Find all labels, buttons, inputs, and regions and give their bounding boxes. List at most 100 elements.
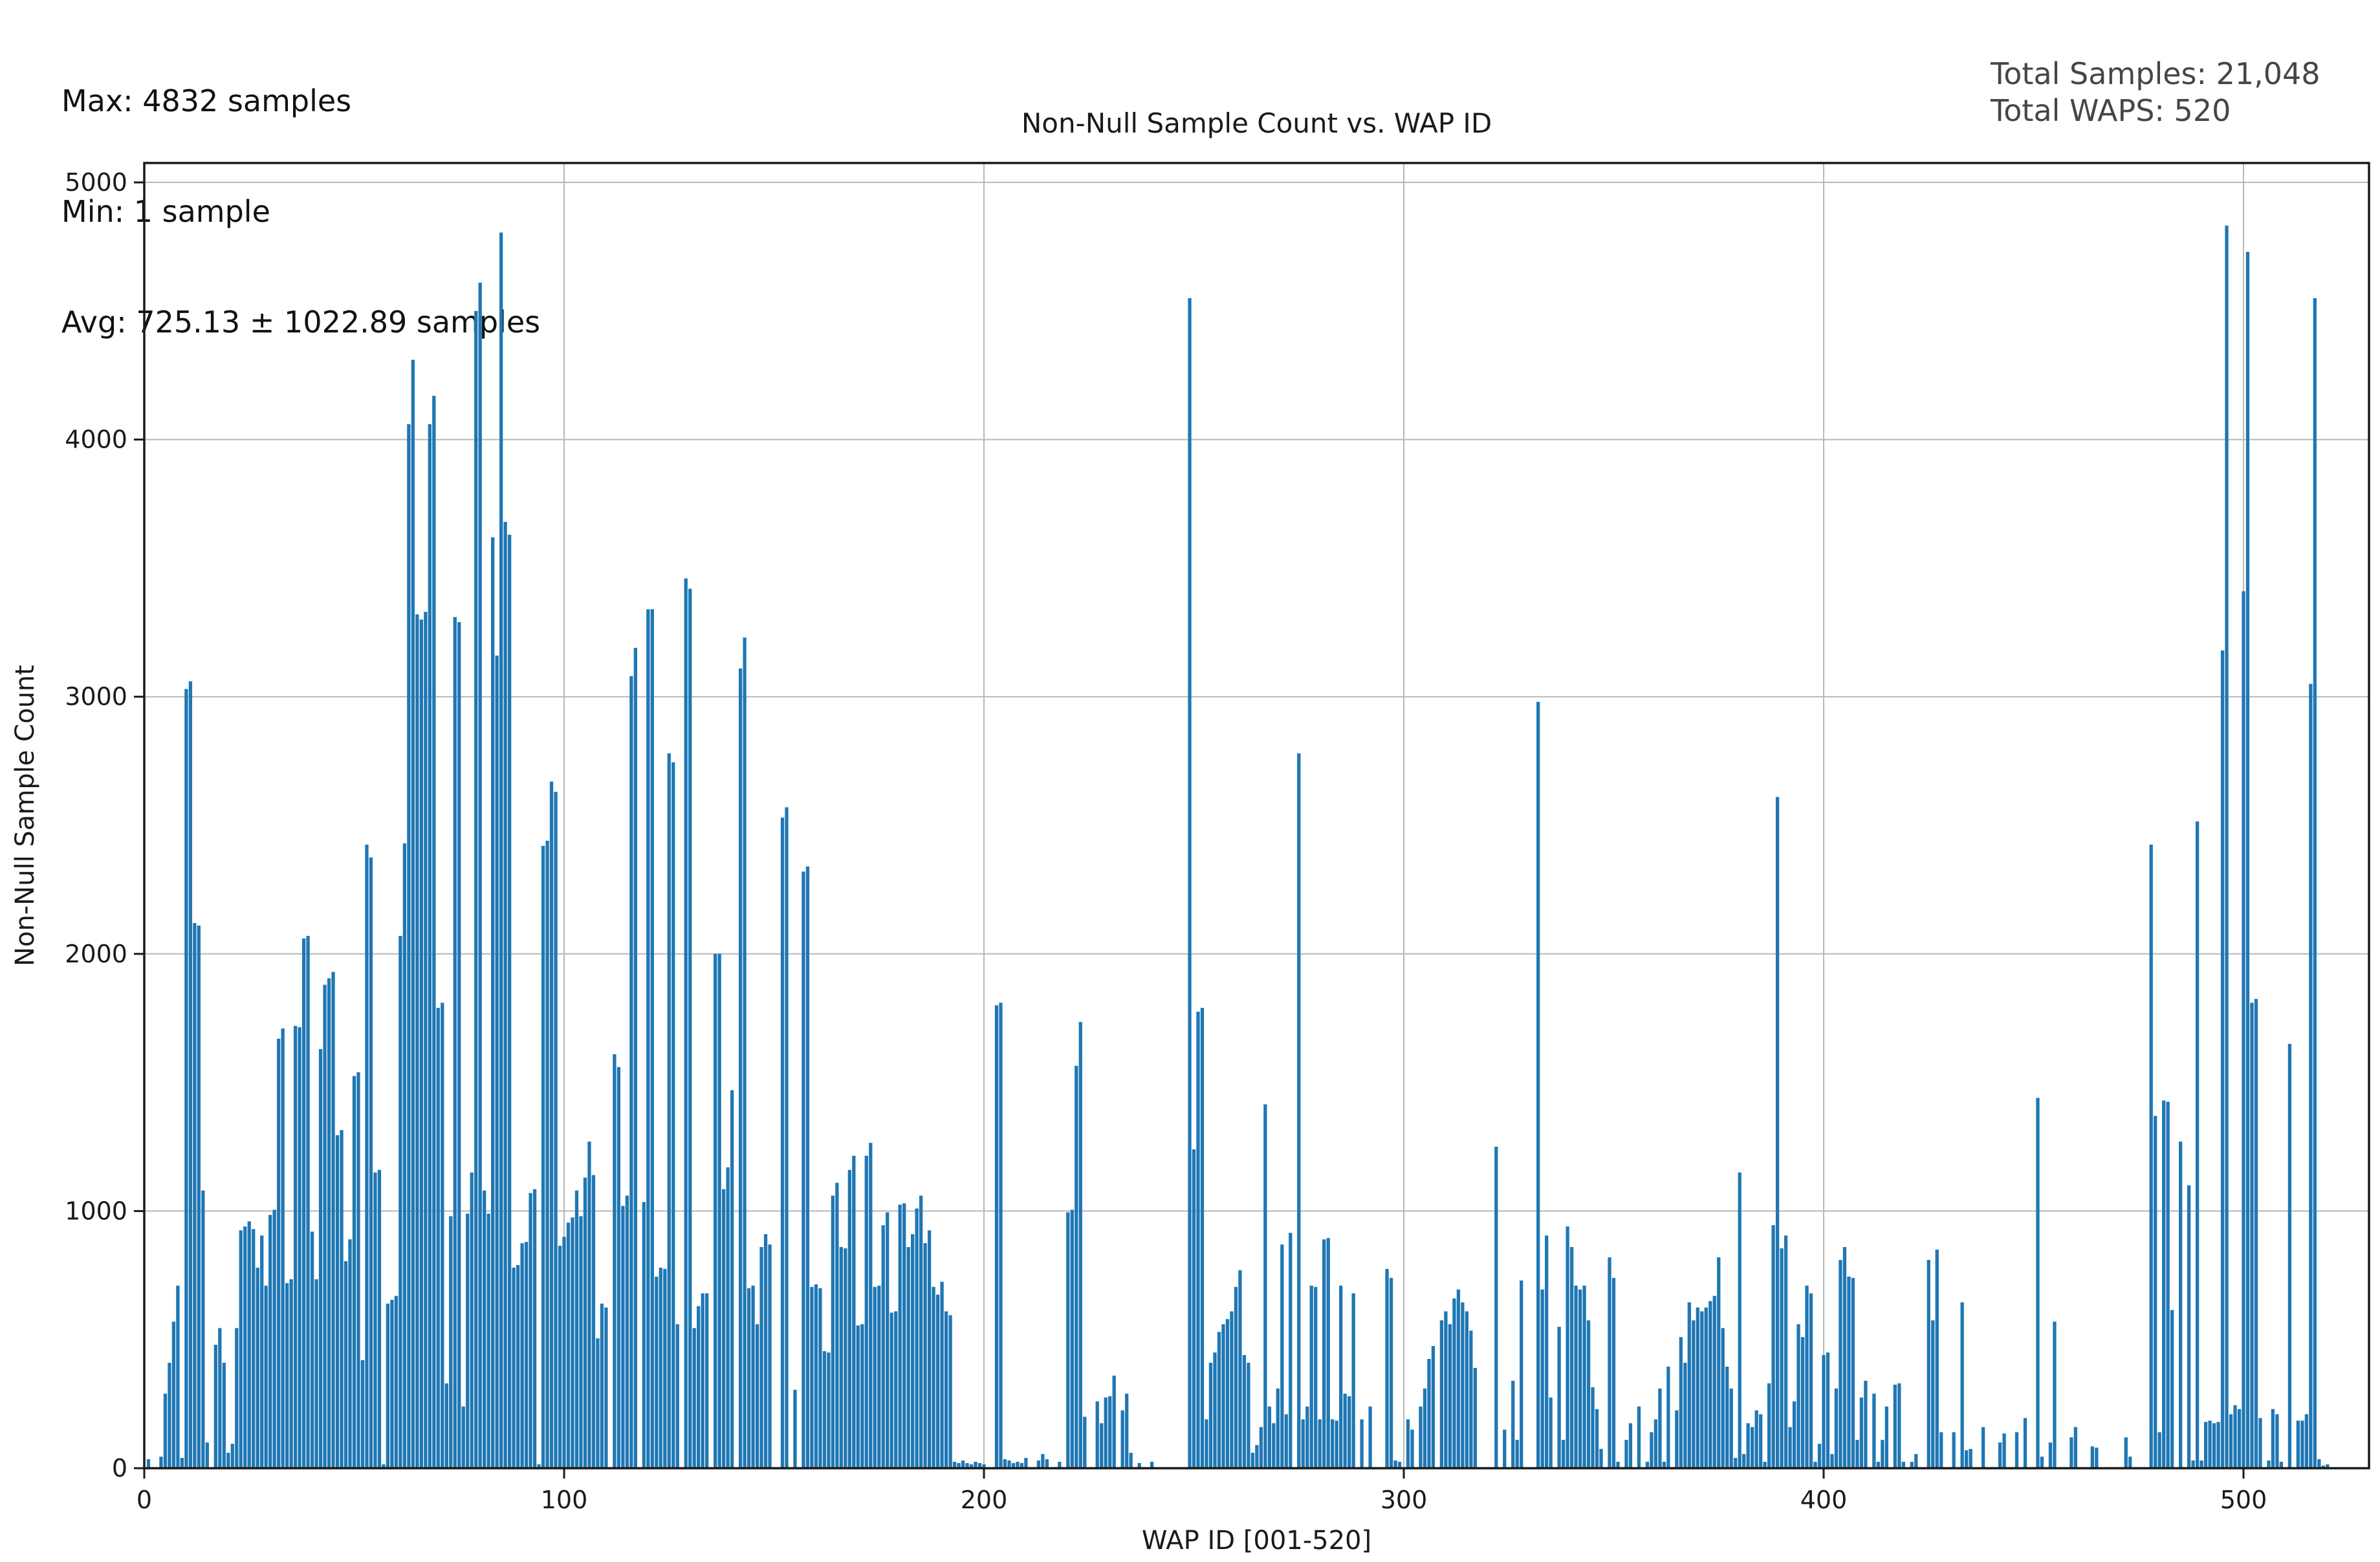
bar (2279, 1462, 2284, 1468)
bar (176, 1285, 180, 1468)
bar (2326, 1464, 2330, 1468)
bar (1876, 1462, 1881, 1468)
bar (407, 424, 411, 1468)
bar (252, 1229, 256, 1468)
bar (398, 935, 402, 1468)
bar (424, 611, 428, 1469)
bar (1881, 1440, 1884, 1468)
bar (2250, 1003, 2254, 1468)
bar (822, 1351, 827, 1468)
bar (1263, 1104, 1267, 1468)
bar (340, 1130, 344, 1468)
bar (512, 1267, 516, 1468)
bar (684, 578, 688, 1469)
bar (759, 1247, 763, 1468)
bar (613, 1054, 617, 1468)
bar (1792, 1401, 1796, 1468)
bar (1205, 1419, 1208, 1468)
bar (1650, 1432, 1654, 1468)
bar (864, 1155, 868, 1468)
bar (1137, 1463, 1141, 1468)
bar (1771, 1225, 1775, 1468)
bar (1238, 1270, 1242, 1468)
bar (860, 1324, 864, 1468)
bar (184, 689, 188, 1468)
bar (1965, 1450, 1969, 1468)
bar (474, 310, 478, 1468)
bar (356, 1072, 360, 1468)
bar (2124, 1437, 2128, 1468)
bar (1016, 1462, 1020, 1468)
bar (1343, 1393, 1347, 1468)
bar (1742, 1454, 1746, 1468)
y-tick-label: 2000 (65, 940, 127, 968)
bar (688, 589, 692, 1468)
x-axis-label: WAP ID [001-520] (1142, 1526, 1371, 1556)
bar (314, 1279, 318, 1468)
bar (499, 232, 503, 1469)
bar (785, 807, 789, 1468)
bar (1700, 1311, 1704, 1468)
bar (1461, 1302, 1465, 1468)
bar (344, 1261, 348, 1468)
bar (1075, 1065, 1078, 1468)
bar (1734, 1458, 1738, 1468)
bar (1847, 1276, 1851, 1468)
bar (2128, 1457, 2132, 1468)
bar (1078, 1022, 1082, 1468)
bar (2271, 1409, 2275, 1468)
bar (1788, 1427, 1792, 1468)
bar (911, 1234, 915, 1468)
bar (507, 534, 512, 1469)
bar (495, 655, 499, 1468)
bar (230, 1444, 234, 1468)
bar (844, 1248, 847, 1468)
bar (1939, 1432, 1943, 1468)
bar (717, 953, 721, 1468)
bar (1826, 1352, 1830, 1468)
y-axis-label: Non-Null Sample Count (10, 665, 40, 966)
bar (373, 1172, 377, 1468)
bar (1335, 1420, 1338, 1468)
bar (461, 1406, 465, 1468)
bar (2220, 650, 2225, 1468)
bar (377, 1169, 382, 1468)
bar (743, 637, 747, 1469)
bar (483, 1190, 486, 1468)
bar (2216, 1422, 2220, 1468)
bar (318, 1048, 323, 1468)
bar (2048, 1442, 2053, 1468)
bar (1839, 1259, 1842, 1468)
bar (2073, 1427, 2078, 1468)
bar (944, 1311, 948, 1468)
bar (205, 1442, 209, 1468)
bar (1746, 1423, 1750, 1468)
bar (1872, 1393, 1876, 1468)
bar (1654, 1419, 1658, 1468)
bar (562, 1237, 566, 1468)
bar (1095, 1401, 1099, 1468)
bar (671, 762, 675, 1468)
bar (1410, 1429, 1414, 1468)
bar (478, 283, 482, 1469)
bar (793, 1389, 797, 1468)
bar (663, 1268, 667, 1468)
bar (847, 1169, 851, 1468)
bar (256, 1267, 259, 1468)
bar (532, 1189, 537, 1468)
bar (1616, 1462, 1620, 1468)
bar (1007, 1460, 1011, 1468)
bar (1150, 1462, 1154, 1468)
bar (264, 1285, 268, 1468)
bar (2300, 1420, 2304, 1468)
bar (1439, 1320, 1444, 1468)
y-tick-label: 3000 (65, 682, 127, 711)
bar (738, 668, 743, 1468)
bar (2162, 1100, 2166, 1468)
bar (1897, 1383, 1901, 1468)
bar (1809, 1293, 1813, 1468)
bar (1314, 1286, 1318, 1468)
bar (444, 1383, 448, 1468)
bar (574, 1190, 579, 1468)
bar (1431, 1346, 1436, 1468)
